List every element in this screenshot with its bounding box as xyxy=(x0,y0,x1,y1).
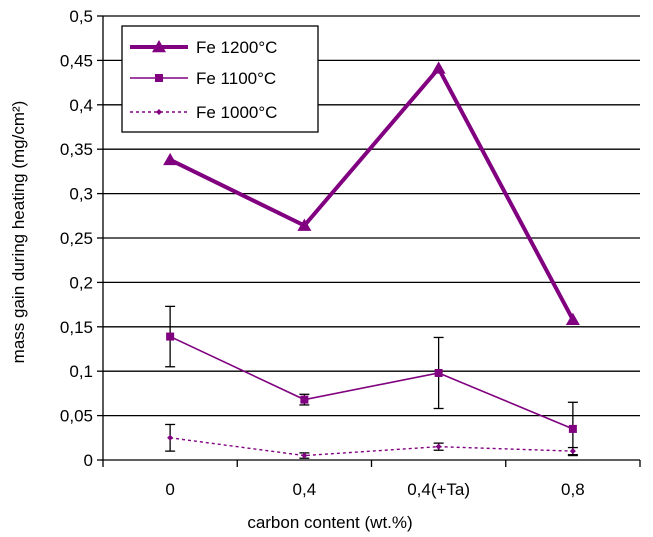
y-tick-label: 0,05 xyxy=(60,407,93,426)
diamond-marker xyxy=(156,109,162,115)
square-marker xyxy=(166,332,175,341)
x-tick-labels: 0 0,4 0,4(+Ta) 0,8 xyxy=(165,480,584,499)
x-tick-label: 0 xyxy=(165,480,174,499)
legend-item: Fe 1200°C xyxy=(130,38,277,57)
legend-label: Fe 1100°C xyxy=(196,69,276,88)
triangle-marker xyxy=(565,312,580,325)
square-marker xyxy=(568,424,577,433)
legend-label: Fe 1200°C xyxy=(196,38,277,57)
series-line xyxy=(169,335,574,430)
legend-label: Fe 1000°C xyxy=(196,103,277,122)
y-axis-title: mass gain during heating (mg/cm²) xyxy=(9,101,28,364)
series-1 xyxy=(163,61,580,325)
y-tick-label: 0 xyxy=(84,451,93,470)
triangle-marker xyxy=(297,218,312,231)
legend-box xyxy=(121,25,319,133)
y-tick-label: 0,25 xyxy=(60,229,93,248)
gridlines xyxy=(103,15,640,417)
triangle-marker xyxy=(163,152,178,166)
series-line xyxy=(170,437,573,457)
triangle-marker xyxy=(431,61,446,74)
y-tick-label: 0,4 xyxy=(69,96,93,115)
x-tick-label: 0,4 xyxy=(293,480,317,499)
y-tick-label: 0,35 xyxy=(60,140,93,159)
y-tick-label: 0,45 xyxy=(60,51,93,70)
x-tick-label: 0,8 xyxy=(561,480,585,499)
square-marker xyxy=(434,368,443,377)
x-axis-title: carbon content (wt.%) xyxy=(247,513,412,532)
triangle-marker xyxy=(152,40,166,53)
legend: Fe 1200°C Fe 1100°C Fe 1000°C xyxy=(121,25,319,133)
y-tick-label: 0,2 xyxy=(69,273,93,292)
square-marker xyxy=(300,395,309,404)
square-marker xyxy=(155,74,163,82)
series-layer xyxy=(163,61,580,459)
series-2 xyxy=(165,305,578,457)
series-line xyxy=(169,64,575,321)
y-tick-label: 0,1 xyxy=(69,362,93,381)
diamond-marker xyxy=(435,443,442,450)
y-tick-label: 0,15 xyxy=(60,318,93,337)
legend-item: Fe 1100°C xyxy=(130,69,276,88)
axes xyxy=(97,15,641,467)
diamond-marker xyxy=(301,452,308,459)
x-tick-label: 0,4(+Ta) xyxy=(407,480,470,499)
y-tick-labels: 0 0,05 0,1 0,15 0,2 0,25 0,3 0,35 0,4 0,45 0,5 xyxy=(60,7,93,470)
diamond-marker xyxy=(167,434,174,441)
series-3 xyxy=(165,423,578,459)
diamond-marker xyxy=(569,448,576,455)
y-tick-label: 0,5 xyxy=(69,7,93,26)
y-tick-label: 0,3 xyxy=(69,185,93,204)
legend-item: Fe 1000°C xyxy=(130,103,277,122)
